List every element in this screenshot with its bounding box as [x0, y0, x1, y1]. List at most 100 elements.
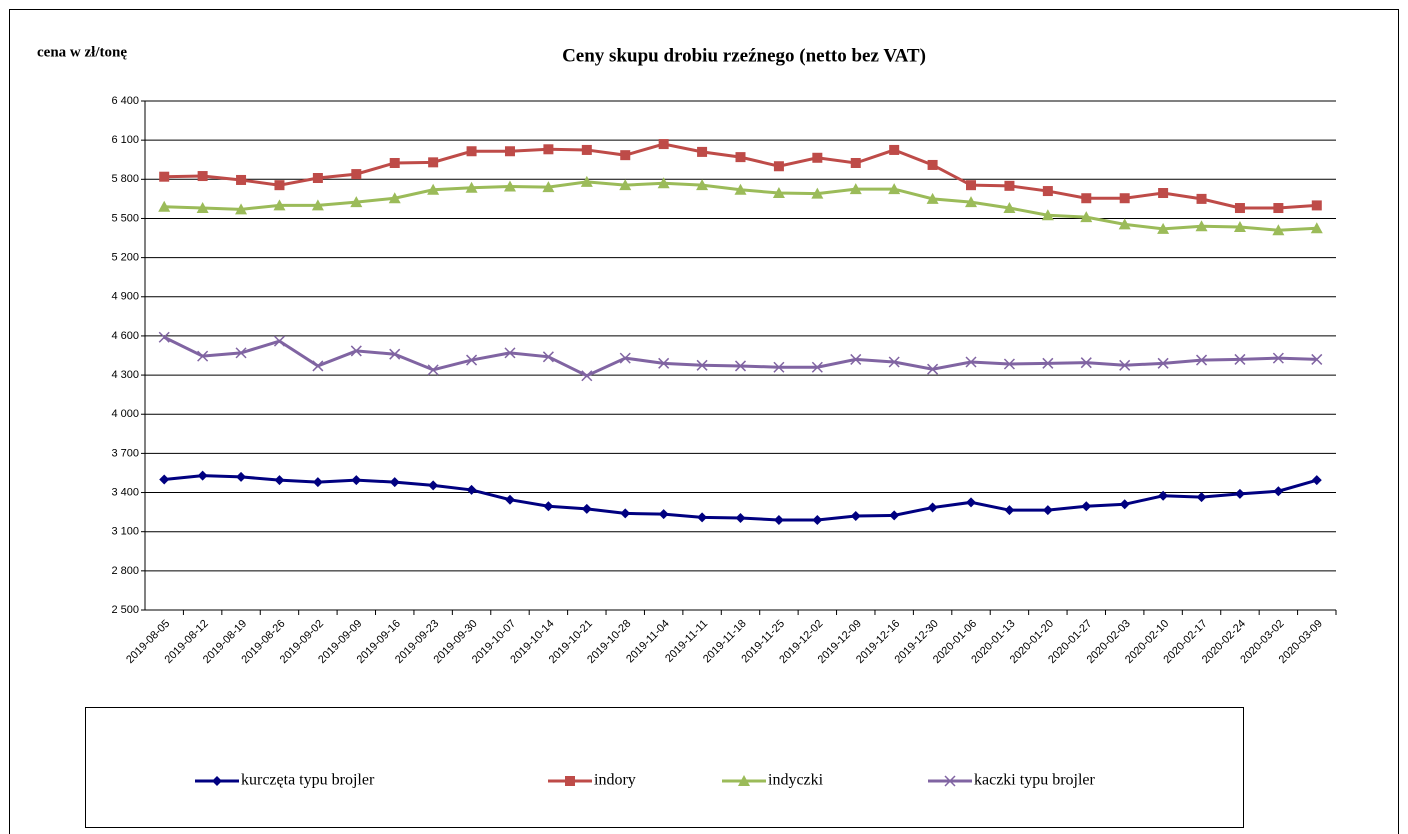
data-point	[1004, 505, 1015, 516]
data-point	[850, 157, 861, 168]
data-point	[196, 202, 209, 214]
data-point	[504, 347, 516, 359]
data-point	[273, 199, 286, 211]
y-tick-label: 3 700	[111, 447, 139, 459]
data-point	[1195, 220, 1208, 232]
data-point	[1042, 357, 1054, 369]
data-point	[1119, 359, 1131, 371]
legend-label: kaczki typu brojler	[974, 772, 1096, 789]
chart-title: Ceny skupu drobiu rzeźnego (netto bez VA…	[562, 45, 926, 66]
data-point	[965, 196, 978, 208]
data-point	[1311, 353, 1323, 365]
data-point	[734, 183, 747, 195]
data-point	[1311, 475, 1322, 486]
data-point	[850, 511, 861, 522]
data-point	[927, 363, 939, 375]
data-point	[274, 475, 285, 486]
data-point	[159, 474, 170, 485]
data-point	[1080, 357, 1092, 369]
data-point	[236, 174, 247, 185]
data-point	[927, 502, 938, 513]
y-tick-label: 5 200	[111, 252, 139, 264]
data-point	[888, 356, 900, 368]
data-point	[466, 354, 478, 366]
data-point	[1157, 357, 1169, 369]
data-point	[1080, 211, 1093, 223]
y-tick-label: 3 400	[111, 486, 139, 498]
legend-label: indory	[594, 772, 636, 789]
data-point	[1081, 501, 1092, 512]
legend-label: indyczki	[768, 772, 824, 789]
data-point	[811, 187, 824, 199]
data-point	[812, 514, 823, 525]
data-point	[1311, 200, 1322, 211]
y-axis-label: cena w zł/tonę	[37, 44, 127, 60]
legend-marker	[738, 775, 750, 786]
data-point	[351, 169, 362, 180]
y-tick-label: 4 900	[111, 291, 139, 303]
data-point	[888, 183, 901, 195]
data-point	[1234, 488, 1245, 499]
data-point	[1003, 358, 1015, 370]
data-point	[696, 179, 709, 191]
data-point	[1004, 180, 1015, 191]
data-point	[773, 161, 784, 172]
legend-marker	[565, 776, 575, 786]
data-point	[734, 360, 747, 372]
data-point	[1196, 492, 1207, 503]
data-point	[773, 514, 784, 525]
legend-box	[85, 707, 1244, 828]
data-point	[1310, 222, 1323, 234]
data-point	[235, 203, 248, 215]
data-point	[312, 360, 324, 372]
data-point	[504, 494, 515, 505]
data-point	[619, 179, 632, 191]
y-tick-label: 3 100	[111, 526, 139, 538]
data-point	[197, 350, 209, 362]
data-point	[849, 183, 862, 195]
data-point	[311, 199, 324, 211]
data-point	[389, 157, 400, 168]
data-point	[1273, 203, 1284, 214]
data-point	[1195, 354, 1208, 366]
data-point	[658, 357, 670, 369]
data-point	[581, 503, 592, 514]
data-point	[581, 144, 592, 155]
data-point	[350, 196, 363, 208]
data-point	[772, 187, 785, 199]
data-point	[812, 152, 823, 163]
data-point	[1042, 186, 1053, 197]
y-tick-label: 4 000	[111, 408, 139, 420]
data-point	[465, 181, 478, 193]
data-point	[1081, 193, 1092, 204]
data-point	[620, 508, 631, 519]
data-point	[197, 171, 208, 182]
data-point	[696, 359, 708, 371]
y-tick-label: 5 800	[111, 173, 139, 185]
data-point	[543, 144, 554, 155]
data-point	[773, 361, 785, 373]
data-point	[388, 192, 401, 204]
data-point	[427, 183, 440, 195]
data-point	[889, 144, 900, 155]
data-point	[580, 175, 593, 187]
data-point	[965, 356, 977, 368]
data-point	[1119, 193, 1130, 204]
data-point	[542, 351, 554, 363]
data-point	[966, 180, 977, 191]
data-point	[158, 200, 171, 212]
data-point	[1233, 220, 1246, 232]
data-point	[1158, 188, 1169, 199]
data-point	[1234, 353, 1246, 365]
data-point	[350, 345, 362, 357]
data-point	[1272, 224, 1285, 236]
data-point	[389, 348, 401, 360]
data-point	[427, 364, 439, 376]
data-point	[466, 484, 477, 495]
data-point	[235, 347, 247, 359]
data-point	[581, 370, 593, 382]
data-point	[159, 171, 170, 182]
y-tick-label: 6 100	[111, 134, 139, 146]
legend-marker	[212, 776, 222, 786]
